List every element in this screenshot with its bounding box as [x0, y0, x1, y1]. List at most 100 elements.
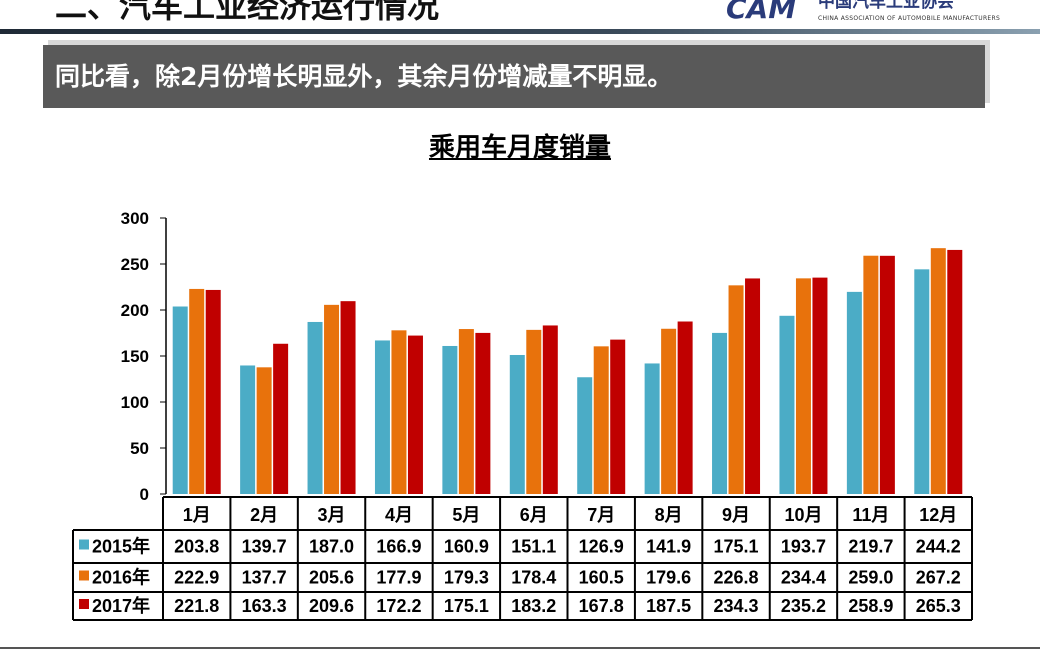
bar-2016年-3月: [324, 304, 340, 494]
bar-2015年-4月: [374, 340, 390, 494]
bar-2017年-8月: [677, 321, 693, 494]
chart-title: 乘用车月度销量: [428, 133, 611, 163]
data-label: 221.8: [174, 596, 219, 616]
bar-2016年-7月: [593, 346, 609, 494]
bar-2017年-4月: [407, 335, 423, 494]
x-tick-label: 9月: [722, 505, 750, 525]
data-label: 178.4: [511, 568, 556, 588]
data-label: 163.3: [242, 596, 287, 616]
bar-2015年-6月: [509, 354, 525, 494]
chart-title-wrap: 乘用车月度销量: [0, 132, 1040, 164]
x-tick-label: 10月: [784, 505, 822, 525]
data-label: 205.6: [309, 568, 354, 588]
bar-2016年-1月: [189, 288, 205, 494]
bar-2015年-1月: [172, 306, 188, 494]
x-tick-label: 7月: [587, 505, 615, 525]
data-label: 177.9: [376, 568, 421, 588]
legend-label: 2015年: [92, 536, 150, 557]
bar-2016年-10月: [795, 278, 811, 494]
summary-banner: 同比看，除2月份增长明显外，其余月份增减量不明显。: [43, 45, 985, 108]
bar-2017年-2月: [273, 343, 289, 494]
data-label: 179.3: [444, 568, 489, 588]
y-tick-label: 200: [121, 301, 149, 320]
x-tick-label: 1月: [183, 505, 211, 525]
data-label: 226.8: [714, 568, 759, 588]
bar-2015年-8月: [644, 363, 660, 494]
data-label: 187.0: [309, 537, 354, 557]
data-label: 203.8: [174, 537, 219, 557]
bar-2015年-11月: [846, 291, 862, 494]
data-label: 166.9: [376, 537, 421, 557]
data-label: 172.2: [376, 596, 421, 616]
data-label: 175.1: [444, 596, 489, 616]
data-label: 187.5: [646, 596, 691, 616]
y-tick-label: 150: [121, 347, 149, 366]
legend-swatch-2017年: [79, 599, 89, 609]
bar-2015年-10月: [779, 315, 795, 494]
bar-2016年-4月: [391, 330, 407, 494]
x-tick-label: 3月: [318, 505, 346, 525]
data-label: 234.3: [714, 596, 759, 616]
data-label: 175.1: [714, 537, 759, 557]
data-label: 160.5: [579, 568, 624, 588]
data-label: 137.7: [242, 568, 287, 588]
y-tick-label: 250: [121, 255, 149, 274]
bar-2015年-3月: [307, 321, 323, 494]
legend-swatch-2016年: [79, 570, 89, 581]
data-label: 265.3: [916, 596, 961, 616]
bar-2017年-5月: [475, 332, 491, 494]
bar-2016年-8月: [661, 328, 677, 494]
bar-2017年-1月: [205, 289, 221, 494]
x-tick-label: 11月: [852, 505, 889, 525]
bar-2017年-10月: [812, 277, 828, 494]
bar-2015年-2月: [240, 365, 256, 494]
header-rule: [0, 29, 1040, 34]
data-label: 258.9: [848, 596, 893, 616]
x-tick-label: 8月: [655, 505, 683, 525]
bar-2017年-9月: [745, 278, 761, 494]
bar-2015年-7月: [577, 377, 593, 494]
bar-2017年-7月: [610, 339, 626, 494]
x-tick-label: 2月: [250, 505, 278, 525]
legend-label: 2016年: [92, 567, 150, 588]
bar-2016年-2月: [256, 367, 272, 494]
data-label: 235.2: [781, 596, 826, 616]
data-label: 141.9: [646, 537, 691, 557]
data-label: 179.6: [646, 568, 691, 588]
data-label: 222.9: [174, 568, 219, 588]
legend-swatch-2015年: [79, 539, 89, 550]
data-label: 234.4: [781, 568, 826, 588]
x-tick-label: 4月: [385, 505, 413, 525]
y-tick-label: 300: [121, 209, 149, 228]
data-label: 267.2: [916, 568, 961, 588]
y-tick-label: 100: [121, 393, 149, 412]
x-tick-label: 6月: [520, 505, 548, 525]
bar-2017年-11月: [879, 255, 895, 494]
data-label: 167.8: [579, 596, 624, 616]
bar-2016年-5月: [458, 329, 474, 494]
data-label: 126.9: [579, 537, 624, 557]
bar-2016年-6月: [526, 329, 542, 494]
bar-2015年-9月: [712, 332, 728, 494]
data-label: 259.0: [848, 568, 893, 588]
data-label: 139.7: [242, 537, 287, 557]
data-label: 160.9: [444, 537, 489, 557]
cam-logo: CAM: [726, 0, 797, 25]
bar-2017年-3月: [340, 301, 356, 494]
x-tick-label: 12月: [919, 505, 957, 525]
legend-label: 2017年: [92, 595, 150, 616]
data-label: 151.1: [511, 537, 556, 557]
bar-2017年-6月: [542, 325, 558, 494]
bar-2016年-9月: [728, 285, 744, 494]
org-name-en: CHINA ASSOCIATION OF AUTOMOBILE MANUFACT…: [818, 15, 1001, 22]
section-title: 二、汽车工业经济运行情况: [55, 0, 440, 25]
org-name: 中国汽车工业协会: [818, 0, 954, 12]
bar-2016年-11月: [863, 255, 879, 494]
bar-2015年-12月: [914, 269, 930, 494]
data-label: 183.2: [511, 596, 556, 616]
data-label: 219.7: [848, 537, 893, 557]
bar-2016年-12月: [930, 248, 946, 494]
data-label: 244.2: [916, 537, 961, 557]
x-tick-label: 5月: [452, 505, 480, 525]
